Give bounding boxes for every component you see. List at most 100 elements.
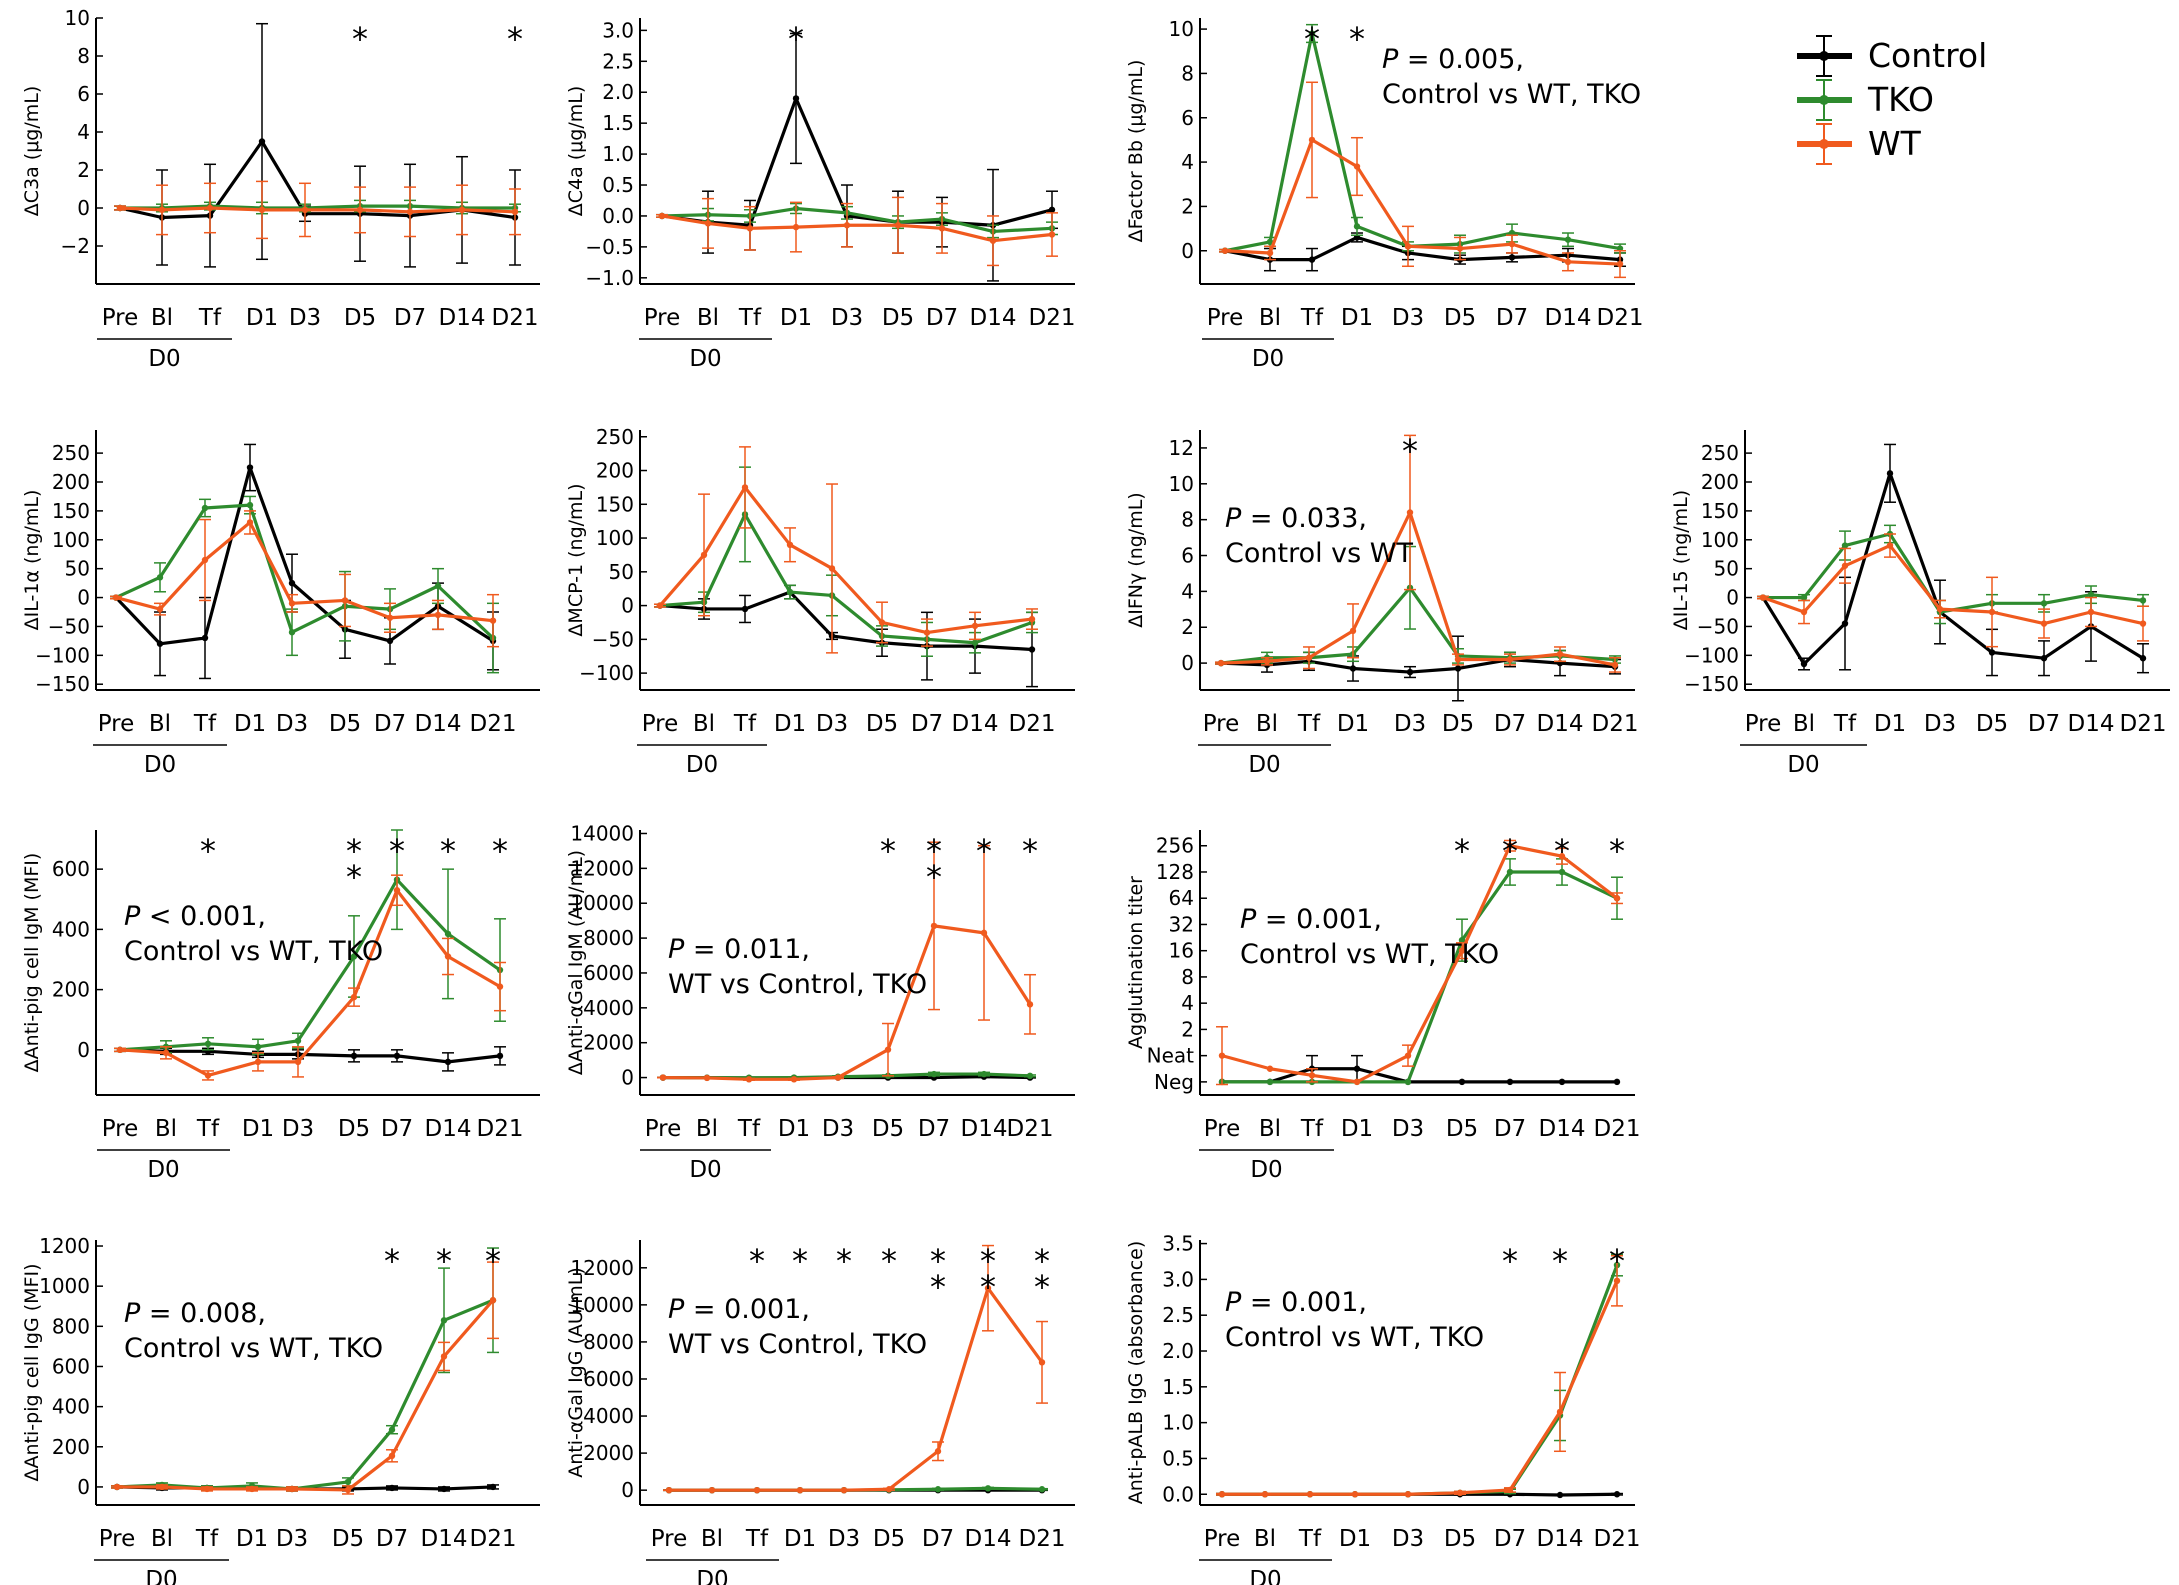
data-point <box>745 1076 753 1083</box>
y-tick-label: 50 <box>1714 557 1739 581</box>
x-tick-label: Tf <box>737 1116 761 1142</box>
data-point <box>1026 1072 1034 1080</box>
x-tick-label: Pre <box>644 305 681 331</box>
data-point <box>934 1486 942 1493</box>
series-control <box>110 443 499 680</box>
y-tick-label: 0 <box>1726 586 1739 610</box>
significance-star: * <box>492 832 508 870</box>
data-point <box>440 1485 448 1493</box>
data-point <box>1349 665 1357 672</box>
x-tick-label: D5 <box>882 305 914 331</box>
y-tick-label: 150 <box>1701 499 1739 523</box>
y-tick-label: 0.0 <box>602 204 634 228</box>
legend-label: WT <box>1868 124 1922 163</box>
y-tick-label: 1000 <box>39 1274 90 1298</box>
legend-label: TKO <box>1867 80 1934 119</box>
series-control <box>656 32 1058 282</box>
legend: Control TKO WT <box>1797 35 1987 165</box>
y-tick-label: 250 <box>1701 441 1739 465</box>
data-point <box>1353 223 1361 230</box>
data-point <box>112 594 120 601</box>
data-point <box>341 597 349 604</box>
data-point <box>700 551 708 559</box>
data-point <box>444 930 452 938</box>
data-point <box>496 983 504 990</box>
significance-star: * <box>749 1242 765 1280</box>
data-point <box>659 1074 667 1081</box>
x-tick-label: D1 <box>774 711 806 737</box>
y-tick-label: 50 <box>65 557 90 581</box>
y-tick-label: −150 <box>35 672 90 696</box>
data-point <box>1616 260 1624 268</box>
data-point <box>1404 1052 1412 1059</box>
data-point <box>971 622 979 630</box>
legend-marker <box>1819 51 1829 61</box>
x-tick-label: D5 <box>873 1526 905 1552</box>
p-value-annotation: P = 0.001, <box>1225 1287 1367 1318</box>
data-point <box>1508 254 1516 261</box>
significance-star: * <box>976 832 992 870</box>
d0-label: D0 <box>686 752 718 778</box>
series-tko <box>110 495 499 674</box>
x-tick-label: Bl <box>696 1116 718 1142</box>
x-tick-label: D1 <box>778 1116 810 1142</box>
y-axis-label: ΔAnti-pig cell IgG (MFI) <box>21 1264 43 1482</box>
x-tick-label: D3 <box>831 305 863 331</box>
data-point <box>934 1448 942 1455</box>
significance-star: * <box>436 1242 452 1280</box>
series-line <box>1224 138 1621 266</box>
data-point <box>388 1452 396 1460</box>
data-point <box>113 1483 121 1491</box>
data-point <box>1028 615 1036 623</box>
x-tick-label: D14 <box>1539 1116 1586 1142</box>
x-tick-label: D14 <box>952 711 999 737</box>
y-tick-label: 4000 <box>583 1404 634 1428</box>
x-tick-label: D21 <box>492 305 539 331</box>
p-value-annotation: P = 0.005, <box>1382 44 1524 75</box>
data-point <box>980 929 988 937</box>
y-tick-label: 8000 <box>583 926 634 950</box>
p-value-annotation: P = 0.008, <box>124 1298 266 1329</box>
data-point <box>741 605 749 613</box>
significance-star: * <box>930 1242 946 1280</box>
x-tick-label: D7 <box>922 1526 954 1552</box>
y-tick-label: 250 <box>596 425 634 449</box>
data-point <box>206 204 214 212</box>
x-tick-label: D21 <box>1594 1526 1641 1552</box>
y-tick-label: 128 <box>1156 860 1194 884</box>
data-point <box>1353 163 1361 170</box>
data-point <box>386 614 394 621</box>
data-point <box>1266 238 1274 246</box>
significance-star: * <box>926 858 942 896</box>
y-axis-label: Anti-αGal IgG (AU/mL) <box>565 1267 587 1477</box>
x-tick-label: D7 <box>918 1116 950 1142</box>
data-point <box>204 1072 212 1079</box>
y-tick-label: 150 <box>596 492 634 516</box>
data-point <box>2139 655 2147 662</box>
x-tick-label: D1 <box>784 1526 816 1552</box>
y-tick-label: 400 <box>52 917 90 941</box>
x-tick-label: D3 <box>282 1116 314 1142</box>
data-point <box>1556 650 1564 658</box>
x-tick-label: Bl <box>1256 711 1278 737</box>
data-point <box>258 138 266 145</box>
comparison-annotation: Control vs WT, TKO <box>124 1333 383 1364</box>
series-wt <box>663 1244 1048 1494</box>
y-tick-label: −50 <box>592 627 634 651</box>
y-tick-label: 1.5 <box>1162 1375 1194 1399</box>
x-tick-label: Pre <box>102 305 139 331</box>
y-tick-label: 0.0 <box>1162 1482 1194 1506</box>
data-point <box>288 600 296 607</box>
series-tko <box>654 466 1038 657</box>
x-tick-label: D3 <box>828 1526 860 1552</box>
x-tick-label: D14 <box>961 1116 1008 1142</box>
series-wt <box>1216 1255 1623 1498</box>
comparison-annotation: Control vs WT, TKO <box>124 936 383 967</box>
data-point <box>1038 1359 1046 1366</box>
significance-star: * <box>346 858 362 896</box>
data-point <box>1800 608 1808 616</box>
significance-star: * <box>788 20 804 58</box>
data-point <box>288 579 296 587</box>
x-tick-label: D3 <box>1394 711 1426 737</box>
